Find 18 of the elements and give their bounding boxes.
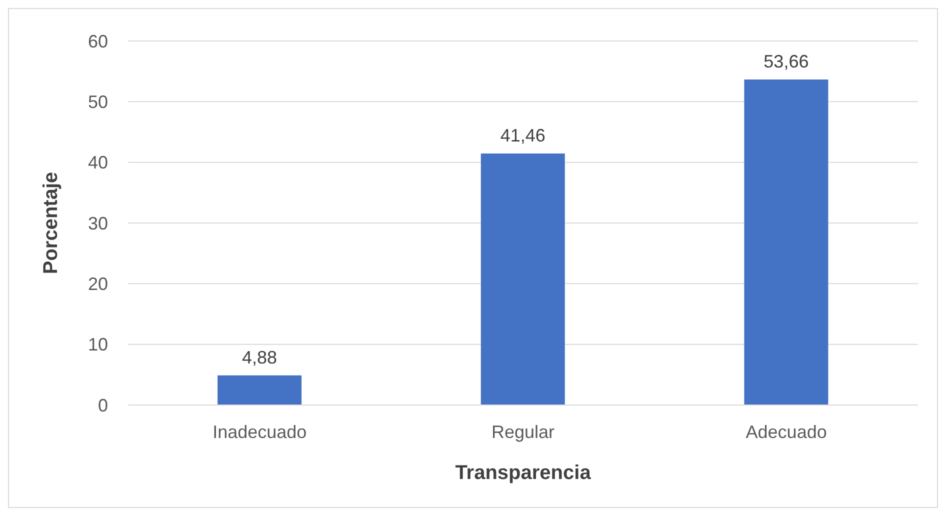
y-tick-label: 20	[88, 274, 108, 294]
x-axis-title: Transparencia	[455, 462, 592, 484]
bar	[744, 79, 828, 405]
x-tick-label: Regular	[491, 422, 555, 442]
data-label: 4,88	[242, 347, 278, 368]
y-tick-label: 30	[88, 213, 108, 234]
y-tick-label: 60	[88, 31, 108, 52]
y-tick-label: 0	[98, 395, 108, 416]
bar	[480, 153, 565, 405]
x-tick-label: Inadecuado	[212, 422, 307, 442]
y-tick-label: 40	[88, 152, 108, 173]
y-tick-label: 10	[88, 334, 108, 355]
x-tick-label: Adecuado	[746, 422, 827, 442]
y-tick-label: 50	[88, 92, 108, 112]
bar	[218, 375, 302, 405]
y-axis-title: Porcentaje	[40, 172, 62, 274]
data-label: 53,66	[764, 51, 809, 72]
data-label: 41,46	[500, 125, 546, 146]
